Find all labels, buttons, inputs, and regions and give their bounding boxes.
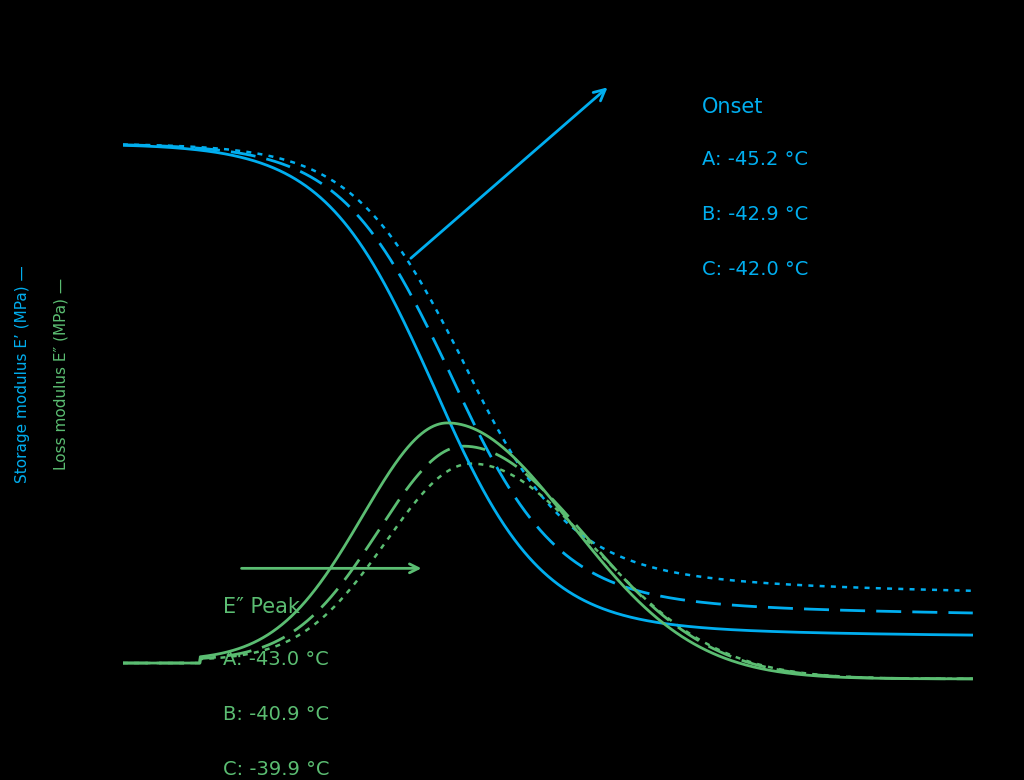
Text: Storage modulus E’ (MPa) —: Storage modulus E’ (MPa) — xyxy=(15,265,30,484)
Text: A: -45.2 °C: A: -45.2 °C xyxy=(702,150,808,168)
Text: C: -39.9 °C: C: -39.9 °C xyxy=(223,760,330,779)
Text: C: -42.0 °C: C: -42.0 °C xyxy=(702,260,809,279)
Text: B: -40.9 °C: B: -40.9 °C xyxy=(223,705,330,724)
Text: Onset: Onset xyxy=(702,98,764,117)
Text: A: -43.0 °C: A: -43.0 °C xyxy=(223,650,329,668)
Text: E″ Peak: E″ Peak xyxy=(223,597,300,618)
Text: B: -42.9 °C: B: -42.9 °C xyxy=(702,205,809,224)
Text: Loss modulus E″ (MPa) —: Loss modulus E″ (MPa) — xyxy=(54,278,69,470)
